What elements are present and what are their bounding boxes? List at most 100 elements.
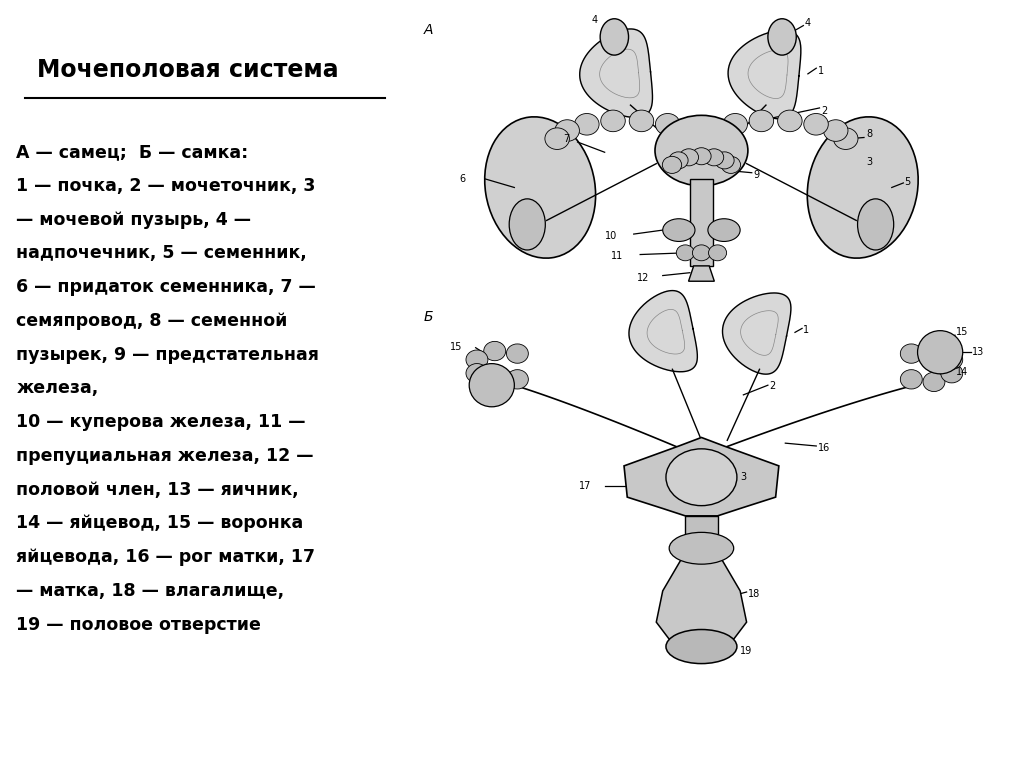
Ellipse shape [655, 115, 748, 186]
Text: 19: 19 [740, 646, 753, 656]
Circle shape [750, 110, 774, 132]
Text: 15: 15 [450, 341, 462, 351]
Circle shape [941, 350, 963, 370]
Polygon shape [624, 437, 779, 516]
Text: 18: 18 [748, 589, 760, 599]
Text: 6: 6 [460, 174, 466, 184]
Text: 1 — почка, 2 — мочеточник, 3: 1 — почка, 2 — мочеточник, 3 [16, 177, 315, 195]
Text: железа,: железа, [16, 380, 98, 397]
Text: 6 — придаток семенника, 7 —: 6 — придаток семенника, 7 — [16, 278, 316, 296]
Text: препуциальная железа, 12 —: препуциальная железа, 12 — [16, 447, 314, 465]
Polygon shape [688, 266, 715, 281]
Circle shape [721, 156, 740, 173]
Text: 5: 5 [904, 177, 911, 187]
Text: 10 — куперова железа, 11 —: 10 — куперова железа, 11 — [16, 413, 306, 431]
Circle shape [941, 364, 963, 383]
Text: А — самец;  Б — самка:: А — самец; Б — самка: [16, 143, 249, 161]
Ellipse shape [670, 532, 733, 565]
Text: 1: 1 [817, 66, 823, 76]
Circle shape [555, 120, 580, 141]
Ellipse shape [709, 245, 727, 261]
Text: половой член, 13 — яичник,: половой член, 13 — яичник, [16, 481, 299, 499]
Text: 14: 14 [956, 367, 969, 377]
Circle shape [483, 341, 506, 360]
Text: — матка, 18 — влагалище,: — матка, 18 — влагалище, [16, 582, 285, 600]
Circle shape [574, 114, 599, 135]
Circle shape [923, 341, 945, 360]
Circle shape [669, 152, 688, 169]
Text: 3: 3 [866, 157, 872, 167]
Text: 13: 13 [973, 347, 985, 357]
Polygon shape [629, 291, 697, 372]
Circle shape [723, 114, 748, 135]
Circle shape [923, 372, 945, 391]
Text: 3: 3 [740, 472, 746, 482]
Text: надпочечник, 5 — семенник,: надпочечник, 5 — семенник, [16, 245, 307, 262]
Ellipse shape [807, 117, 919, 258]
Ellipse shape [918, 331, 963, 374]
Ellipse shape [663, 219, 695, 242]
Circle shape [466, 364, 487, 383]
Circle shape [483, 372, 506, 391]
Ellipse shape [708, 219, 740, 242]
Polygon shape [685, 516, 718, 548]
Circle shape [679, 149, 698, 166]
Circle shape [507, 370, 528, 389]
Text: — мочевой пузырь, 4 —: — мочевой пузырь, 4 — [16, 211, 251, 229]
Text: семяпровод, 8 — семенной: семяпровод, 8 — семенной [16, 312, 288, 330]
Circle shape [834, 128, 858, 150]
Polygon shape [723, 293, 791, 374]
Text: 8: 8 [866, 129, 872, 139]
Text: 4: 4 [805, 18, 811, 28]
Circle shape [703, 120, 728, 141]
Ellipse shape [666, 449, 737, 505]
Text: 9: 9 [753, 170, 759, 180]
Text: 15: 15 [956, 328, 969, 337]
Polygon shape [728, 31, 801, 119]
Text: 1: 1 [804, 324, 810, 334]
Text: 17: 17 [579, 481, 591, 491]
Circle shape [675, 120, 699, 141]
Ellipse shape [676, 245, 694, 261]
Ellipse shape [857, 199, 894, 250]
Circle shape [693, 128, 718, 150]
Text: 10: 10 [604, 231, 616, 241]
Circle shape [777, 110, 802, 132]
Polygon shape [690, 179, 713, 266]
Circle shape [900, 344, 923, 364]
Text: 11: 11 [611, 251, 624, 261]
Circle shape [663, 156, 682, 173]
Circle shape [655, 114, 680, 135]
Ellipse shape [692, 245, 711, 261]
Text: Б: Б [424, 310, 433, 324]
Circle shape [692, 148, 711, 165]
Text: 7: 7 [563, 134, 569, 144]
Ellipse shape [600, 18, 629, 55]
Circle shape [629, 110, 653, 132]
Text: 14 — яйцевод, 15 — воронка: 14 — яйцевод, 15 — воронка [16, 515, 304, 532]
Circle shape [900, 370, 923, 389]
Ellipse shape [484, 117, 596, 258]
Circle shape [804, 114, 828, 135]
Polygon shape [656, 555, 746, 639]
Text: 19 — половое отверстие: 19 — половое отверстие [16, 616, 261, 634]
Text: Мочеполовая система: Мочеполовая система [37, 58, 339, 82]
Text: 12: 12 [637, 273, 649, 283]
Ellipse shape [509, 199, 546, 250]
Text: 4: 4 [592, 15, 598, 25]
Ellipse shape [768, 18, 797, 55]
Text: пузырек, 9 — предстательная: пузырек, 9 — предстательная [16, 346, 319, 364]
Text: 16: 16 [817, 443, 829, 453]
Ellipse shape [469, 364, 514, 407]
Circle shape [545, 128, 569, 150]
Circle shape [823, 120, 848, 141]
Text: 2: 2 [769, 381, 775, 391]
Circle shape [685, 128, 710, 150]
Circle shape [705, 149, 724, 166]
Circle shape [466, 350, 487, 370]
Polygon shape [580, 29, 652, 117]
Text: А: А [424, 23, 433, 37]
Ellipse shape [666, 630, 737, 663]
Circle shape [601, 110, 626, 132]
Text: 2: 2 [821, 106, 827, 116]
